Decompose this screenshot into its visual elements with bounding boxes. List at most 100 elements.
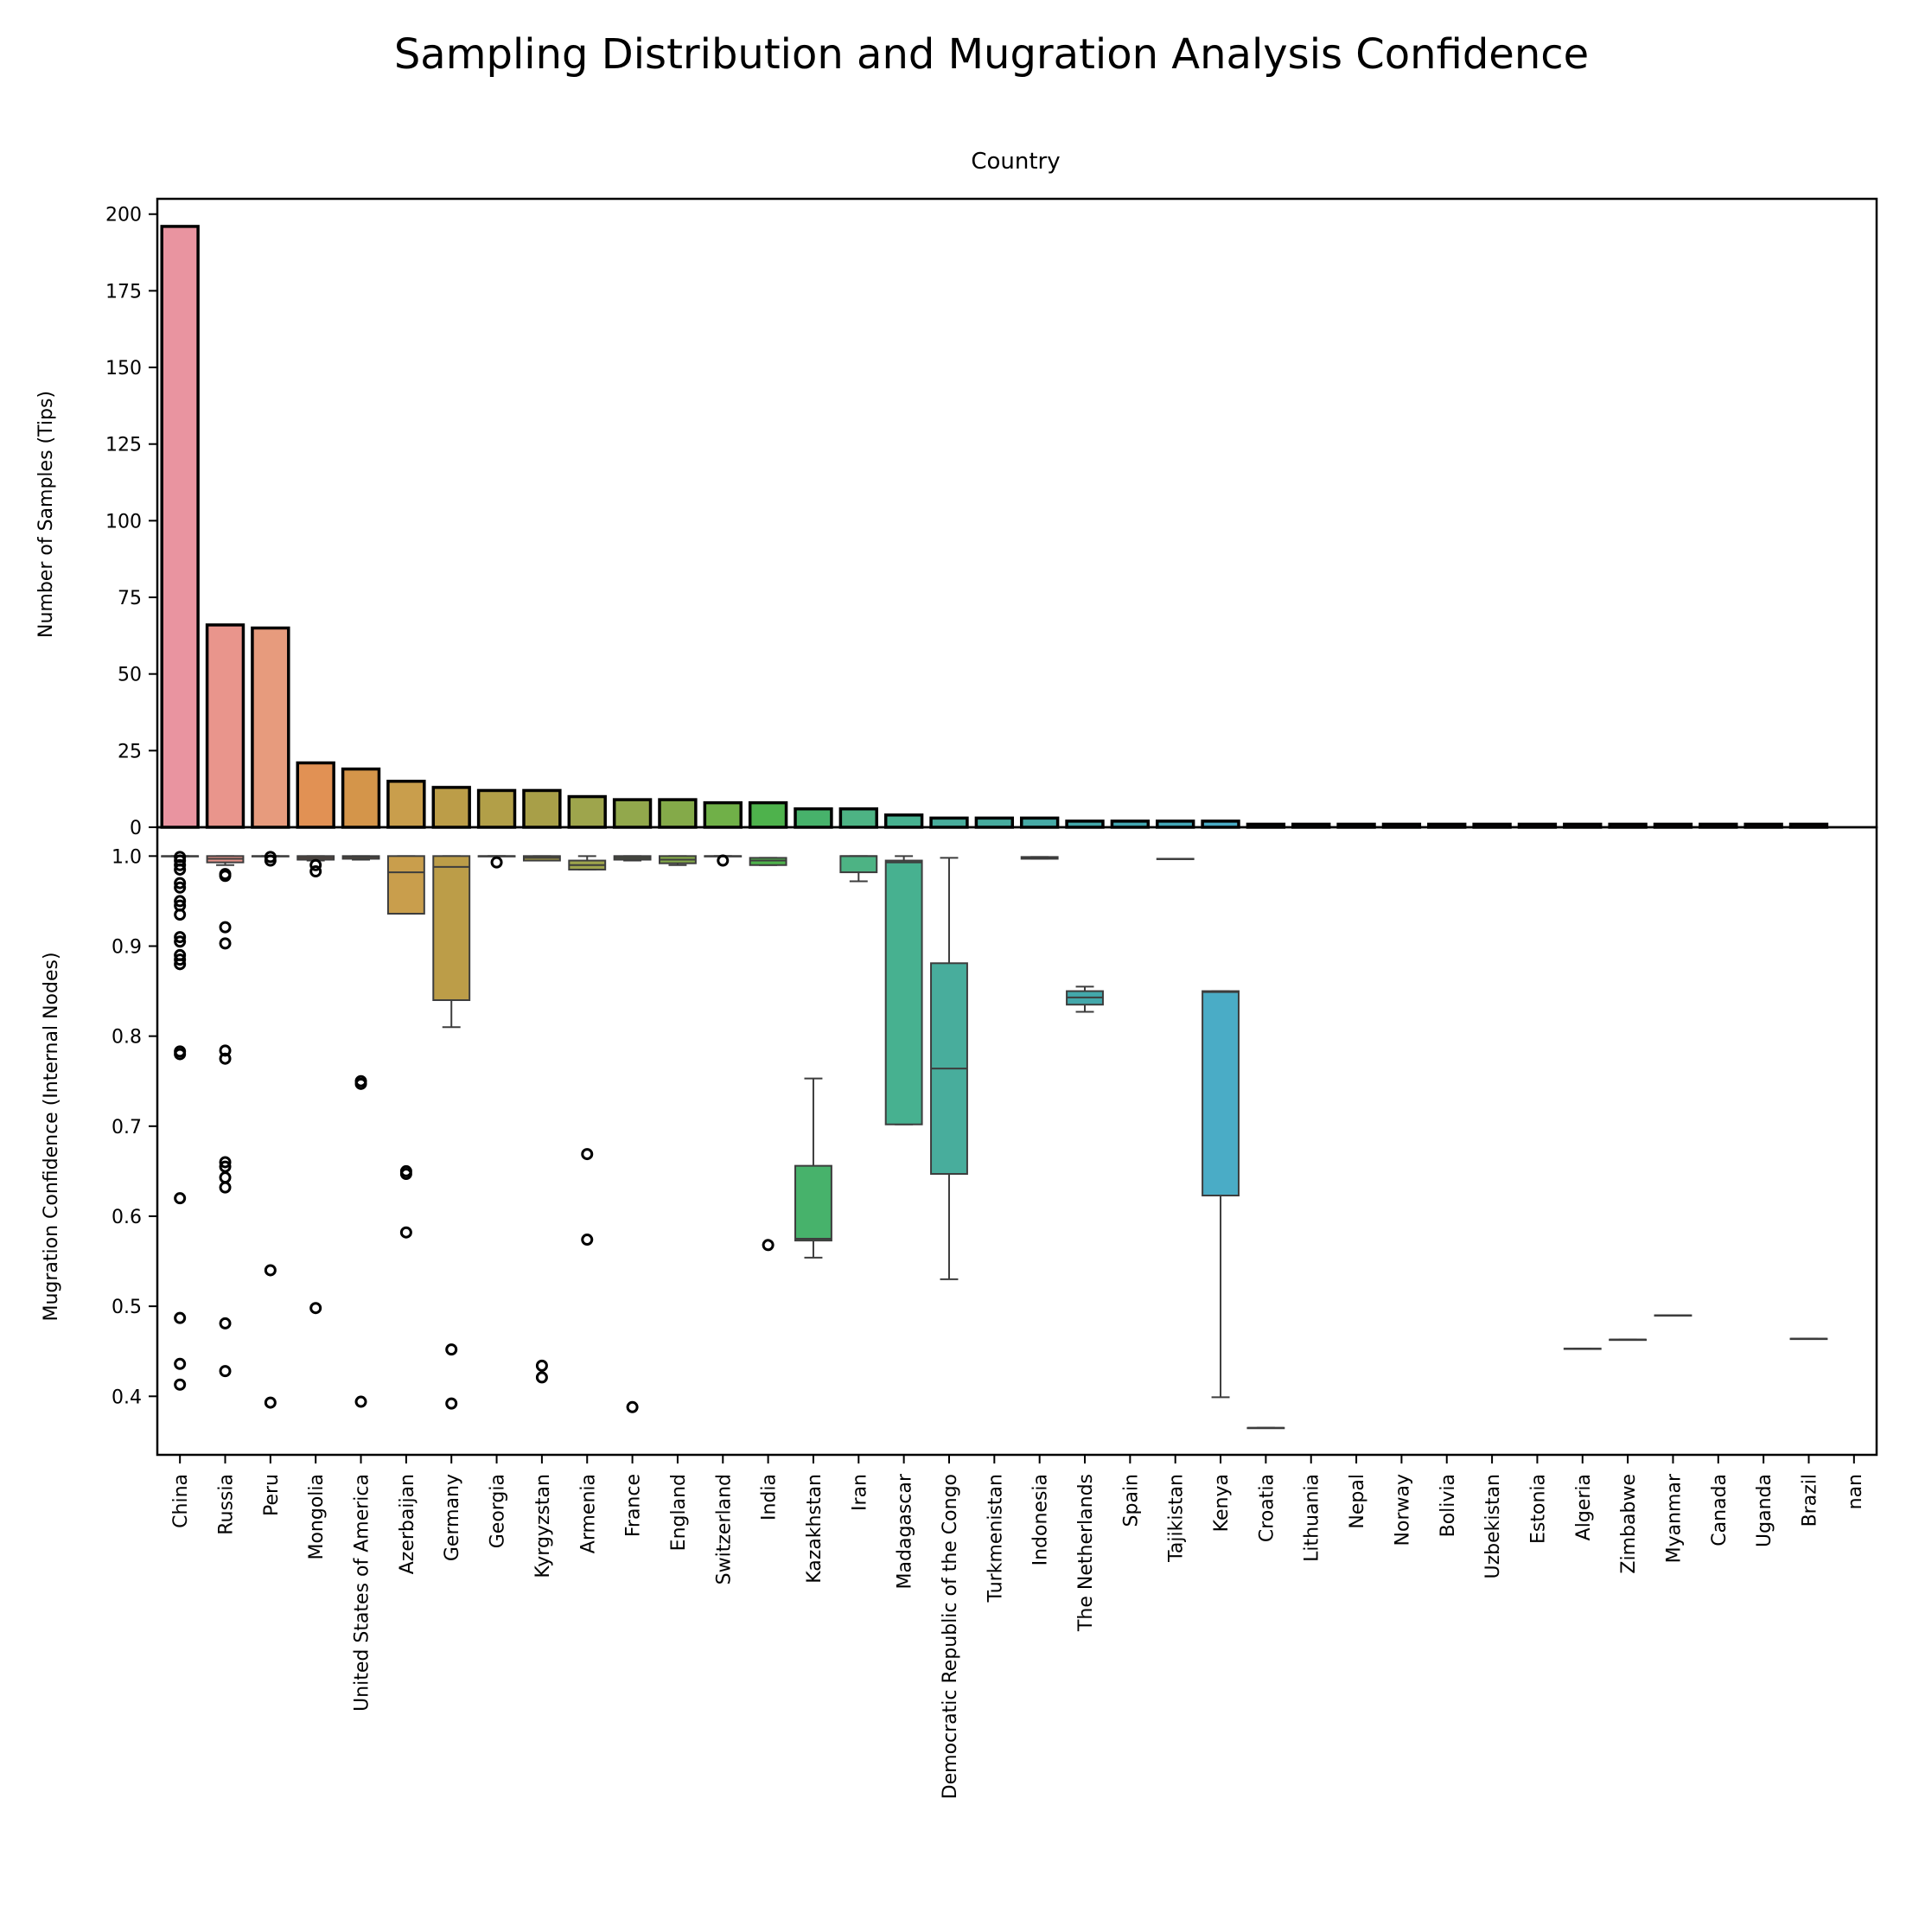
- bar-indonesia: [1019, 816, 1060, 829]
- box-iqr: [794, 1164, 832, 1242]
- x-tick-label-united-states-of-america: United States of America: [352, 1474, 373, 1712]
- outlier-point: [581, 1148, 594, 1161]
- outlier-point: [219, 1181, 232, 1194]
- outlier-point: [264, 1264, 277, 1277]
- bar-kazakhstan: [794, 807, 833, 829]
- outlier-point: [174, 877, 187, 889]
- box-tajikistan: [1156, 858, 1195, 860]
- box-mongolia: [296, 855, 335, 1315]
- bar-russia: [205, 623, 245, 829]
- bar-azerbaijan: [386, 780, 426, 829]
- bar-y-tick-label: 100: [105, 511, 142, 532]
- bar-y-tick-label: 125: [105, 435, 142, 456]
- bar-chart-panel: 0 25 50 75 100 125 150 175 200: [105, 197, 1878, 839]
- outlier-point: [174, 909, 187, 921]
- bar-y-tick-label: 75: [118, 588, 142, 609]
- x-tick-label-turkmenistan: Turkmenistan: [985, 1474, 1006, 1603]
- outlier-point: [219, 870, 232, 883]
- x-tick-label-croatia: Croatia: [1256, 1474, 1278, 1542]
- outlier-point: [490, 856, 503, 869]
- outlier-point: [174, 958, 187, 971]
- bar-democratic-republic-of-the-congo: [929, 816, 969, 829]
- bar-india: [748, 800, 788, 829]
- x-tick-label-kyrgyzstan: Kyrgyzstan: [532, 1474, 554, 1578]
- outlier-point: [399, 1168, 412, 1181]
- x-tick-label-india: India: [759, 1474, 781, 1521]
- bar-germany: [431, 786, 471, 829]
- x-tick-label-democratic-republic-of-the-congo: Democratic Republic of the Congo: [940, 1474, 961, 1799]
- x-tick-label-iran: Iran: [849, 1474, 870, 1511]
- x-tick-label-lithuania: Lithuania: [1302, 1474, 1323, 1562]
- x-tick-label-armenia: Armenia: [577, 1474, 599, 1553]
- x-tick-label-russia: Russia: [216, 1474, 238, 1535]
- outlier-point: [219, 937, 232, 950]
- outlier-point: [174, 1192, 187, 1205]
- box-iqr: [386, 855, 425, 915]
- x-tick-label-norway: Norway: [1392, 1474, 1413, 1546]
- box-y-tick-label: 0.7: [112, 1117, 142, 1138]
- x-tick-label-algeria: Algeria: [1573, 1474, 1595, 1540]
- bar-madagascar: [883, 813, 924, 829]
- box-y-tick-label: 1.0: [112, 846, 142, 868]
- outlier-point: [354, 1395, 367, 1408]
- box-kazakhstan: [794, 1077, 832, 1259]
- outlier-point: [174, 858, 187, 871]
- outlier-point: [219, 1156, 232, 1169]
- outlier-point: [581, 1234, 594, 1247]
- x-tick-label-azerbaijan: Azerbaijan: [397, 1474, 418, 1574]
- outlier-point: [174, 1357, 187, 1370]
- x-tick-label-kazakhstan: Kazakhstan: [804, 1474, 826, 1584]
- outlier-point: [174, 895, 187, 908]
- box-switzerland: [704, 854, 743, 867]
- box-indonesia: [1020, 856, 1059, 860]
- box-y-axis-label: Mugration Confidence (Internal Nodes): [41, 952, 62, 1321]
- x-axis-ticks: China Russia Peru Mongolia United States of …: [170, 1455, 1866, 1799]
- x-tick-label-the-netherlands: The Netherlands: [1075, 1474, 1097, 1632]
- outlier-point: [174, 953, 187, 966]
- x-tick-label-myanmar: Myanmar: [1663, 1473, 1685, 1563]
- box-zimbabwe: [1609, 1338, 1648, 1342]
- box-iqr: [749, 857, 787, 866]
- x-tick-label-mongolia: Mongolia: [306, 1474, 328, 1560]
- box-y-tick-label: 0.6: [112, 1207, 142, 1228]
- box-y-tick-label: 0.5: [112, 1297, 142, 1318]
- bar-panel-frame: [156, 197, 1878, 829]
- x-tick-label-nepal: Nepal: [1347, 1474, 1368, 1529]
- x-tick-label-france: France: [623, 1474, 645, 1537]
- outlier-point: [717, 854, 730, 867]
- outlier-point: [219, 1317, 232, 1329]
- x-tick-label-kenya: Kenya: [1211, 1474, 1233, 1532]
- outlier-point: [174, 935, 187, 948]
- x-tick-label-tajikistan: Tajikistan: [1166, 1474, 1188, 1563]
- bar-france: [612, 798, 653, 829]
- figure-title: Sampling Distribution and Mugration Anal…: [394, 30, 1589, 79]
- outlier-point: [535, 1371, 548, 1384]
- outlier-point: [174, 1378, 187, 1391]
- box-y-tick-label: 0.9: [112, 936, 142, 958]
- bar-china: [160, 225, 200, 829]
- box-azerbaijan: [386, 855, 425, 1239]
- outlier-point: [174, 931, 187, 944]
- x-tick-label-china: China: [170, 1474, 192, 1528]
- bar-y-tick-label: 200: [105, 205, 142, 226]
- box-iqr: [432, 855, 471, 1001]
- top-panel-title: Country: [971, 149, 1060, 175]
- bar-mongolia: [296, 761, 335, 829]
- bar-switzerland: [703, 800, 743, 829]
- box-united-states-of-america: [341, 855, 380, 1408]
- bar-turkmenistan: [974, 816, 1015, 829]
- bar-y-axis-label: Number of Samples (Tips): [35, 391, 57, 638]
- box-democratic-republic-of-the-congo: [930, 857, 968, 1280]
- box-y-tick-label: 0.4: [112, 1387, 142, 1408]
- box-iqr: [839, 855, 878, 874]
- bar-kyrgyzstan: [522, 788, 562, 829]
- outlier-point: [309, 865, 322, 878]
- outlier-point: [399, 1226, 412, 1239]
- outlier-point: [626, 1400, 639, 1413]
- x-tick-label-brazil: Brazil: [1799, 1474, 1820, 1527]
- x-tick-label-germany: Germany: [442, 1474, 463, 1561]
- outlier-point: [445, 1397, 458, 1410]
- outlier-point: [219, 1044, 232, 1057]
- x-tick-label-canada: Canada: [1709, 1474, 1731, 1546]
